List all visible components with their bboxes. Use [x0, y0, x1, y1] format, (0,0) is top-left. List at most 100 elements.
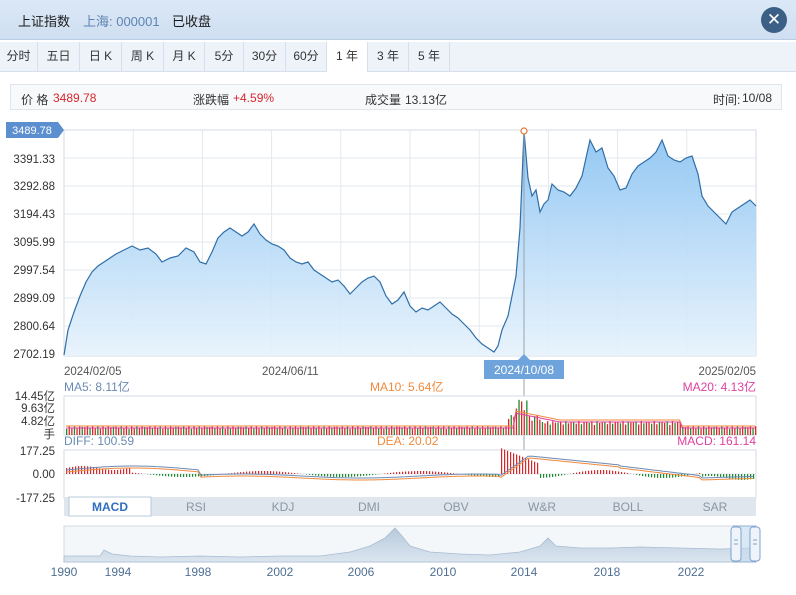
volume-bar [609, 421, 611, 435]
indicator-tab-sar[interactable]: SAR [703, 500, 728, 514]
macd-bar [111, 470, 113, 474]
volume-bar [118, 427, 120, 435]
volume-bar [518, 399, 520, 435]
indicator-tab-obv[interactable]: OBV [443, 500, 468, 514]
volume-bar [627, 421, 629, 435]
macd-bar [180, 474, 182, 477]
macd-bar [444, 472, 446, 474]
macd-bar [588, 470, 590, 474]
macd-bar [660, 474, 662, 478]
tab-week-k[interactable]: 周 K [122, 42, 164, 71]
macd-bar [537, 462, 539, 474]
tab-3-year[interactable]: 3 年 [368, 42, 409, 71]
macd-bar [198, 474, 200, 477]
macd-bar [414, 471, 416, 474]
volume-bar [697, 426, 700, 435]
macd-bar [99, 468, 101, 474]
macd-bar [510, 452, 512, 474]
indicator-tab-kdj[interactable]: KDJ [272, 500, 295, 514]
volume-bar [196, 428, 198, 435]
volume-bar [76, 427, 78, 435]
volume-bar [206, 427, 208, 435]
macd-bar [396, 472, 398, 474]
volume-bar [276, 427, 278, 435]
macd-bar [372, 474, 374, 475]
tab-1-year[interactable]: 1 年 [327, 42, 368, 72]
macd-bar [654, 474, 656, 478]
tab-day-k[interactable]: 日 K [80, 42, 122, 71]
indicator-tab-rsi[interactable]: RSI [186, 500, 206, 514]
tab-30min[interactable]: 30分 [244, 42, 286, 71]
tab-60min[interactable]: 60分 [286, 42, 327, 71]
macd-bar [495, 474, 497, 477]
volume-bar [300, 426, 302, 435]
volume-bar [198, 426, 200, 435]
indicator-tab-macd[interactable]: MACD [92, 500, 128, 514]
tab-month-k[interactable]: 月 K [164, 42, 205, 71]
tab-five-day[interactable]: 五日 [38, 42, 80, 71]
macd-bar [540, 474, 542, 478]
macd-bar [429, 471, 431, 474]
vol-tick-3: 手 [44, 427, 56, 441]
indicator-tab-dmi[interactable]: DMI [358, 500, 380, 514]
volume-bar [151, 427, 154, 435]
volume-bar [744, 427, 746, 435]
volume-bar [131, 426, 133, 435]
volume-bar [692, 426, 694, 435]
volume-bar [346, 426, 349, 435]
volume-bar [596, 421, 598, 435]
volume-bar [645, 421, 648, 435]
macd-bar [129, 468, 131, 474]
volume-bar [453, 426, 455, 435]
vol-tick-2: 4.82亿 [21, 415, 55, 428]
macd-bar [150, 474, 152, 475]
macd-bar [639, 474, 641, 476]
volume-bar [554, 422, 557, 435]
volume-bar [625, 424, 627, 435]
volume-bar [349, 428, 351, 435]
volume-value: 13.13亿 [405, 93, 448, 107]
volume-bar [229, 428, 232, 435]
macd-bar [606, 470, 608, 474]
volume-bar [297, 427, 299, 435]
volume-bar [635, 421, 637, 435]
volume-bar [336, 426, 338, 435]
macd-bar [501, 448, 503, 474]
macd-bar [474, 474, 476, 476]
tab-5-year[interactable]: 5 年 [409, 42, 450, 71]
macd-bar [546, 474, 548, 478]
macd-bar [729, 474, 731, 479]
volume-bar [92, 426, 94, 435]
volume-bar [188, 426, 190, 435]
macd-label: MACD: 161.14 [677, 434, 756, 448]
macd-bar [648, 474, 650, 477]
nav-year-2018: 2018 [594, 565, 621, 579]
macd-bar [237, 472, 239, 474]
tab-5min[interactable]: 5分 [205, 42, 244, 71]
volume-bar [487, 426, 489, 435]
macd-bar [600, 470, 602, 474]
volume-bar [502, 428, 505, 435]
macd-bar [591, 470, 593, 474]
volume-bar [632, 422, 635, 435]
tab-minute[interactable]: 分时 [0, 42, 38, 71]
volume-bar [159, 426, 161, 435]
macd-bar [114, 470, 116, 474]
close-icon[interactable]: ✕ [761, 7, 787, 33]
macd-bar [195, 474, 197, 477]
indicator-tab-boll[interactable]: BOLL [613, 500, 644, 514]
volume-bar [409, 426, 411, 435]
macd-bar [93, 467, 95, 474]
price-area [64, 131, 756, 356]
volume-bar [271, 426, 273, 435]
macd-bar [438, 471, 440, 474]
macd-bar [342, 474, 344, 477]
macd-bar [165, 474, 167, 477]
volume-bar [536, 415, 538, 435]
macd-bar [366, 474, 368, 476]
volume-bar [432, 426, 434, 435]
indicator-tab-wr[interactable]: W&R [528, 500, 556, 514]
macd-bar [384, 473, 386, 474]
macd-bar [705, 474, 707, 477]
macd-bar [135, 472, 137, 474]
